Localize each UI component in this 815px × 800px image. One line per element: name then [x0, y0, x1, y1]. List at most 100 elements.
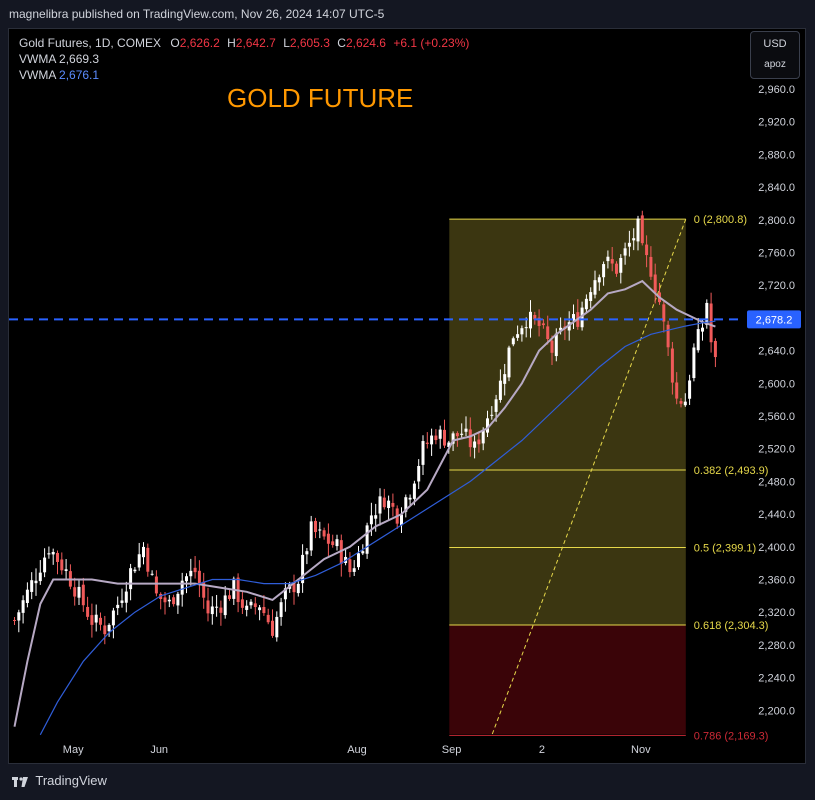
x-tick-Jun: Jun	[150, 744, 168, 756]
candle-body-160	[701, 327, 704, 332]
candle-body-97	[430, 435, 434, 445]
y-tick-2240: 2,240.0	[758, 673, 795, 685]
candle-body-46	[210, 606, 214, 615]
candle-body-63	[283, 588, 287, 600]
candle-body-90	[400, 514, 403, 526]
y-tick-2760: 2,760.0	[758, 248, 795, 260]
candle-body-39	[180, 580, 184, 595]
vwma-row-2[interactable]: VWMA 2,676.1	[19, 67, 469, 83]
vwma2-label: VWMA	[19, 68, 56, 82]
open-value: 2,626.2	[179, 36, 220, 50]
candle-body-113	[498, 380, 502, 400]
currency-button[interactable]: USD apoz	[750, 31, 800, 79]
candle-body-19	[94, 614, 98, 623]
candle-body-124	[546, 326, 550, 340]
candle-body-101	[447, 442, 451, 447]
y-tick-2480: 2,480.0	[758, 476, 795, 488]
fib-label-0.618: 0.618 (2,304.3)	[694, 620, 769, 632]
y-tick-2800: 2,800.0	[758, 215, 795, 227]
x-tick-May: May	[63, 744, 84, 756]
candle-body-54	[245, 605, 249, 610]
vwma1-label: VWMA	[19, 52, 56, 66]
candle-body-68	[305, 551, 309, 555]
candle-body-67	[301, 554, 305, 584]
candle-body-93	[412, 483, 416, 499]
candle-body-127	[559, 327, 563, 331]
candle-body-85	[378, 496, 382, 514]
candle-body-18	[90, 615, 94, 625]
y-tick-2400: 2,400.0	[758, 542, 795, 554]
candle-body-21	[103, 625, 107, 635]
candle-body-102	[451, 433, 455, 444]
candle-body-45	[206, 600, 210, 614]
candle-body-111	[490, 414, 494, 416]
candle-body-14	[73, 587, 77, 597]
candle-body-107	[473, 441, 477, 448]
candle-body-6	[38, 572, 42, 582]
candle-body-40	[185, 576, 188, 582]
candle-body-56	[253, 603, 257, 608]
candle-body-61	[275, 616, 279, 638]
candle-body-118	[520, 328, 524, 335]
candle-body-119	[524, 327, 528, 329]
candle-body-105	[464, 428, 468, 432]
candle-body-60	[271, 620, 274, 636]
low-value: 2,605.3	[289, 36, 330, 50]
candle-body-78	[348, 559, 352, 573]
y-tick-2520: 2,520.0	[758, 444, 795, 456]
candle-body-59	[266, 614, 270, 623]
chart-annotation[interactable]: GOLD FUTURE	[227, 83, 414, 113]
candle-body-10	[56, 552, 59, 562]
candle-body-153	[670, 348, 674, 383]
candle-body-84	[374, 515, 378, 519]
close-label: C	[337, 36, 346, 50]
candle-body-157	[688, 380, 692, 399]
candle-body-12	[64, 569, 68, 571]
y-tick-2880: 2,880.0	[758, 149, 795, 161]
candle-body-24	[116, 604, 120, 609]
candle-body-30	[142, 546, 145, 558]
candle-body-81	[361, 551, 365, 554]
candle-body-149	[653, 274, 657, 293]
candle-body-152	[666, 324, 670, 348]
candle-body-17	[86, 606, 90, 617]
candle-body-158	[692, 347, 696, 379]
candle-body-135	[593, 280, 597, 295]
candle-body-137	[602, 264, 606, 278]
vwma-row-1[interactable]: VWMA 2,669.3	[19, 51, 469, 67]
candle-body-147	[645, 244, 649, 256]
y-tick-2600: 2,600.0	[758, 378, 795, 390]
candle-body-44	[202, 581, 206, 598]
candle-body-125	[550, 340, 554, 353]
candle-body-120	[529, 311, 532, 329]
candle-body-22	[107, 624, 111, 632]
candle-body-57	[258, 607, 262, 611]
candle-body-104	[460, 433, 464, 435]
x-tick-2: 2	[539, 744, 545, 756]
candle-body-38	[176, 593, 180, 606]
candle-body-121	[533, 314, 537, 320]
candle-body-4	[30, 580, 34, 592]
chart-frame[interactable]: 0 (2,800.8) 0.382 (2,493.9) 0.5 (2,399.1) 0…	[8, 28, 806, 764]
fib-zone-upper	[449, 219, 686, 626]
candle-body-62	[279, 602, 283, 617]
y-tick-2280: 2,280.0	[758, 640, 795, 652]
candle-body-87	[387, 500, 391, 509]
candle-body-16	[81, 584, 85, 606]
candle-body-154	[675, 382, 679, 399]
candle-body-49	[223, 595, 227, 616]
y-tick-2440: 2,440.0	[758, 509, 795, 521]
candle-body-145	[636, 218, 640, 242]
candle-body-58	[262, 606, 266, 614]
high-value: 2,642.7	[235, 36, 276, 50]
candle-body-112	[494, 399, 498, 412]
symbol-title[interactable]: Gold Futures, 1D, COMEX	[19, 36, 162, 50]
candle-body-70	[314, 520, 317, 533]
candle-body-75	[335, 539, 339, 547]
candle-body-122	[537, 317, 541, 326]
fib-trend-line	[491, 218, 687, 735]
currency-code: USD	[763, 38, 787, 50]
candle-body-142	[623, 248, 627, 256]
price-chart[interactable]: 0 (2,800.8) 0.382 (2,493.9) 0.5 (2,399.1) 0…	[9, 29, 805, 763]
candle-body-72	[322, 530, 326, 537]
